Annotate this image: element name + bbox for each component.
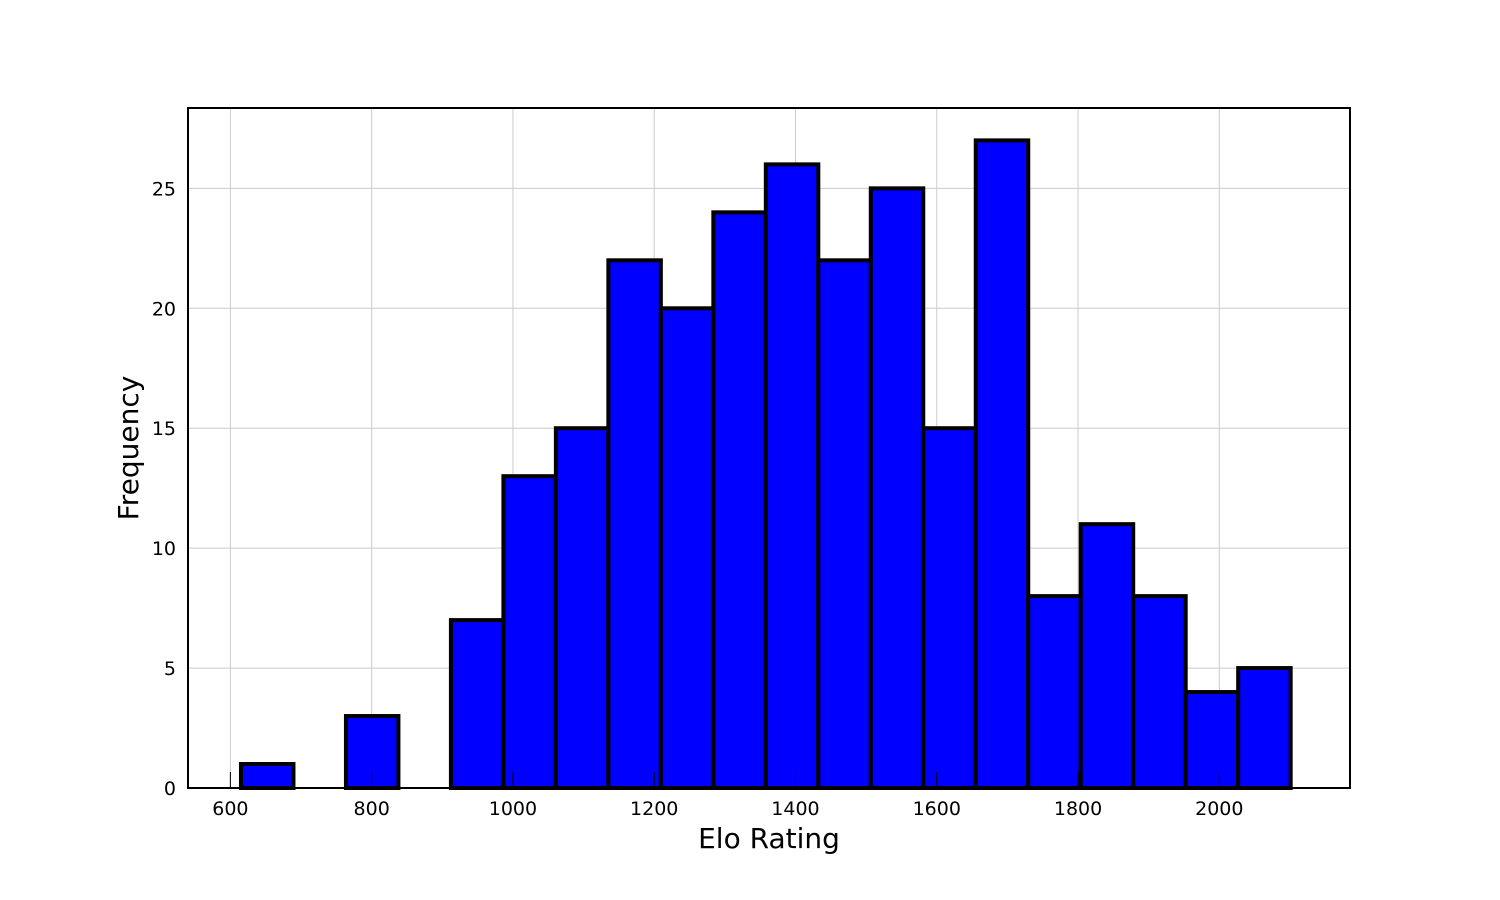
histogram-bar [973,138,1031,790]
x-tick-label: 1200 [630,798,678,820]
histogram-bar [868,186,926,791]
x-tick-label: 1000 [489,798,537,820]
histogram-bar [921,426,978,790]
plot-frame [187,107,1351,789]
y-axis-label: Frequency [112,376,145,521]
histogram-bar [1026,594,1083,790]
histogram-bar [553,426,611,790]
y-tick-label: 0 [164,778,176,800]
x-axis-label: Elo Rating [698,822,840,855]
y-tick-label: 5 [164,658,176,680]
histogram-bar [1078,522,1136,790]
y-tick-label: 15 [152,418,176,440]
x-tick-label: 1600 [913,798,961,820]
x-axis-ticks: 600 800 1000 1200 1400 1600 1800 2000 [212,772,1243,820]
histogram-bar [606,258,663,790]
histogram-bar [763,162,821,791]
x-tick-label: 800 [354,798,390,820]
histogram-bar [658,306,716,790]
histogram-bar [1236,666,1293,791]
histogram-bars [238,138,1293,791]
x-tick-label: 600 [212,798,248,820]
histogram-bar [1131,594,1188,790]
histogram-bar [1183,690,1241,791]
y-axis-ticks: 0 5 10 15 20 25 [152,178,176,800]
histogram-bar [343,714,401,791]
histogram-bar [711,210,768,790]
x-tick-label: 1400 [771,798,819,820]
histogram-bar [816,258,873,790]
y-tick-label: 10 [152,538,176,560]
x-tick-label: 1800 [1054,798,1102,820]
x-tick-label: 2000 [1195,798,1243,820]
histogram-bar [501,474,558,790]
histogram-bar [448,618,506,790]
y-tick-label: 20 [152,298,176,320]
y-tick-label: 25 [152,178,176,200]
histogram-bar [238,762,296,790]
